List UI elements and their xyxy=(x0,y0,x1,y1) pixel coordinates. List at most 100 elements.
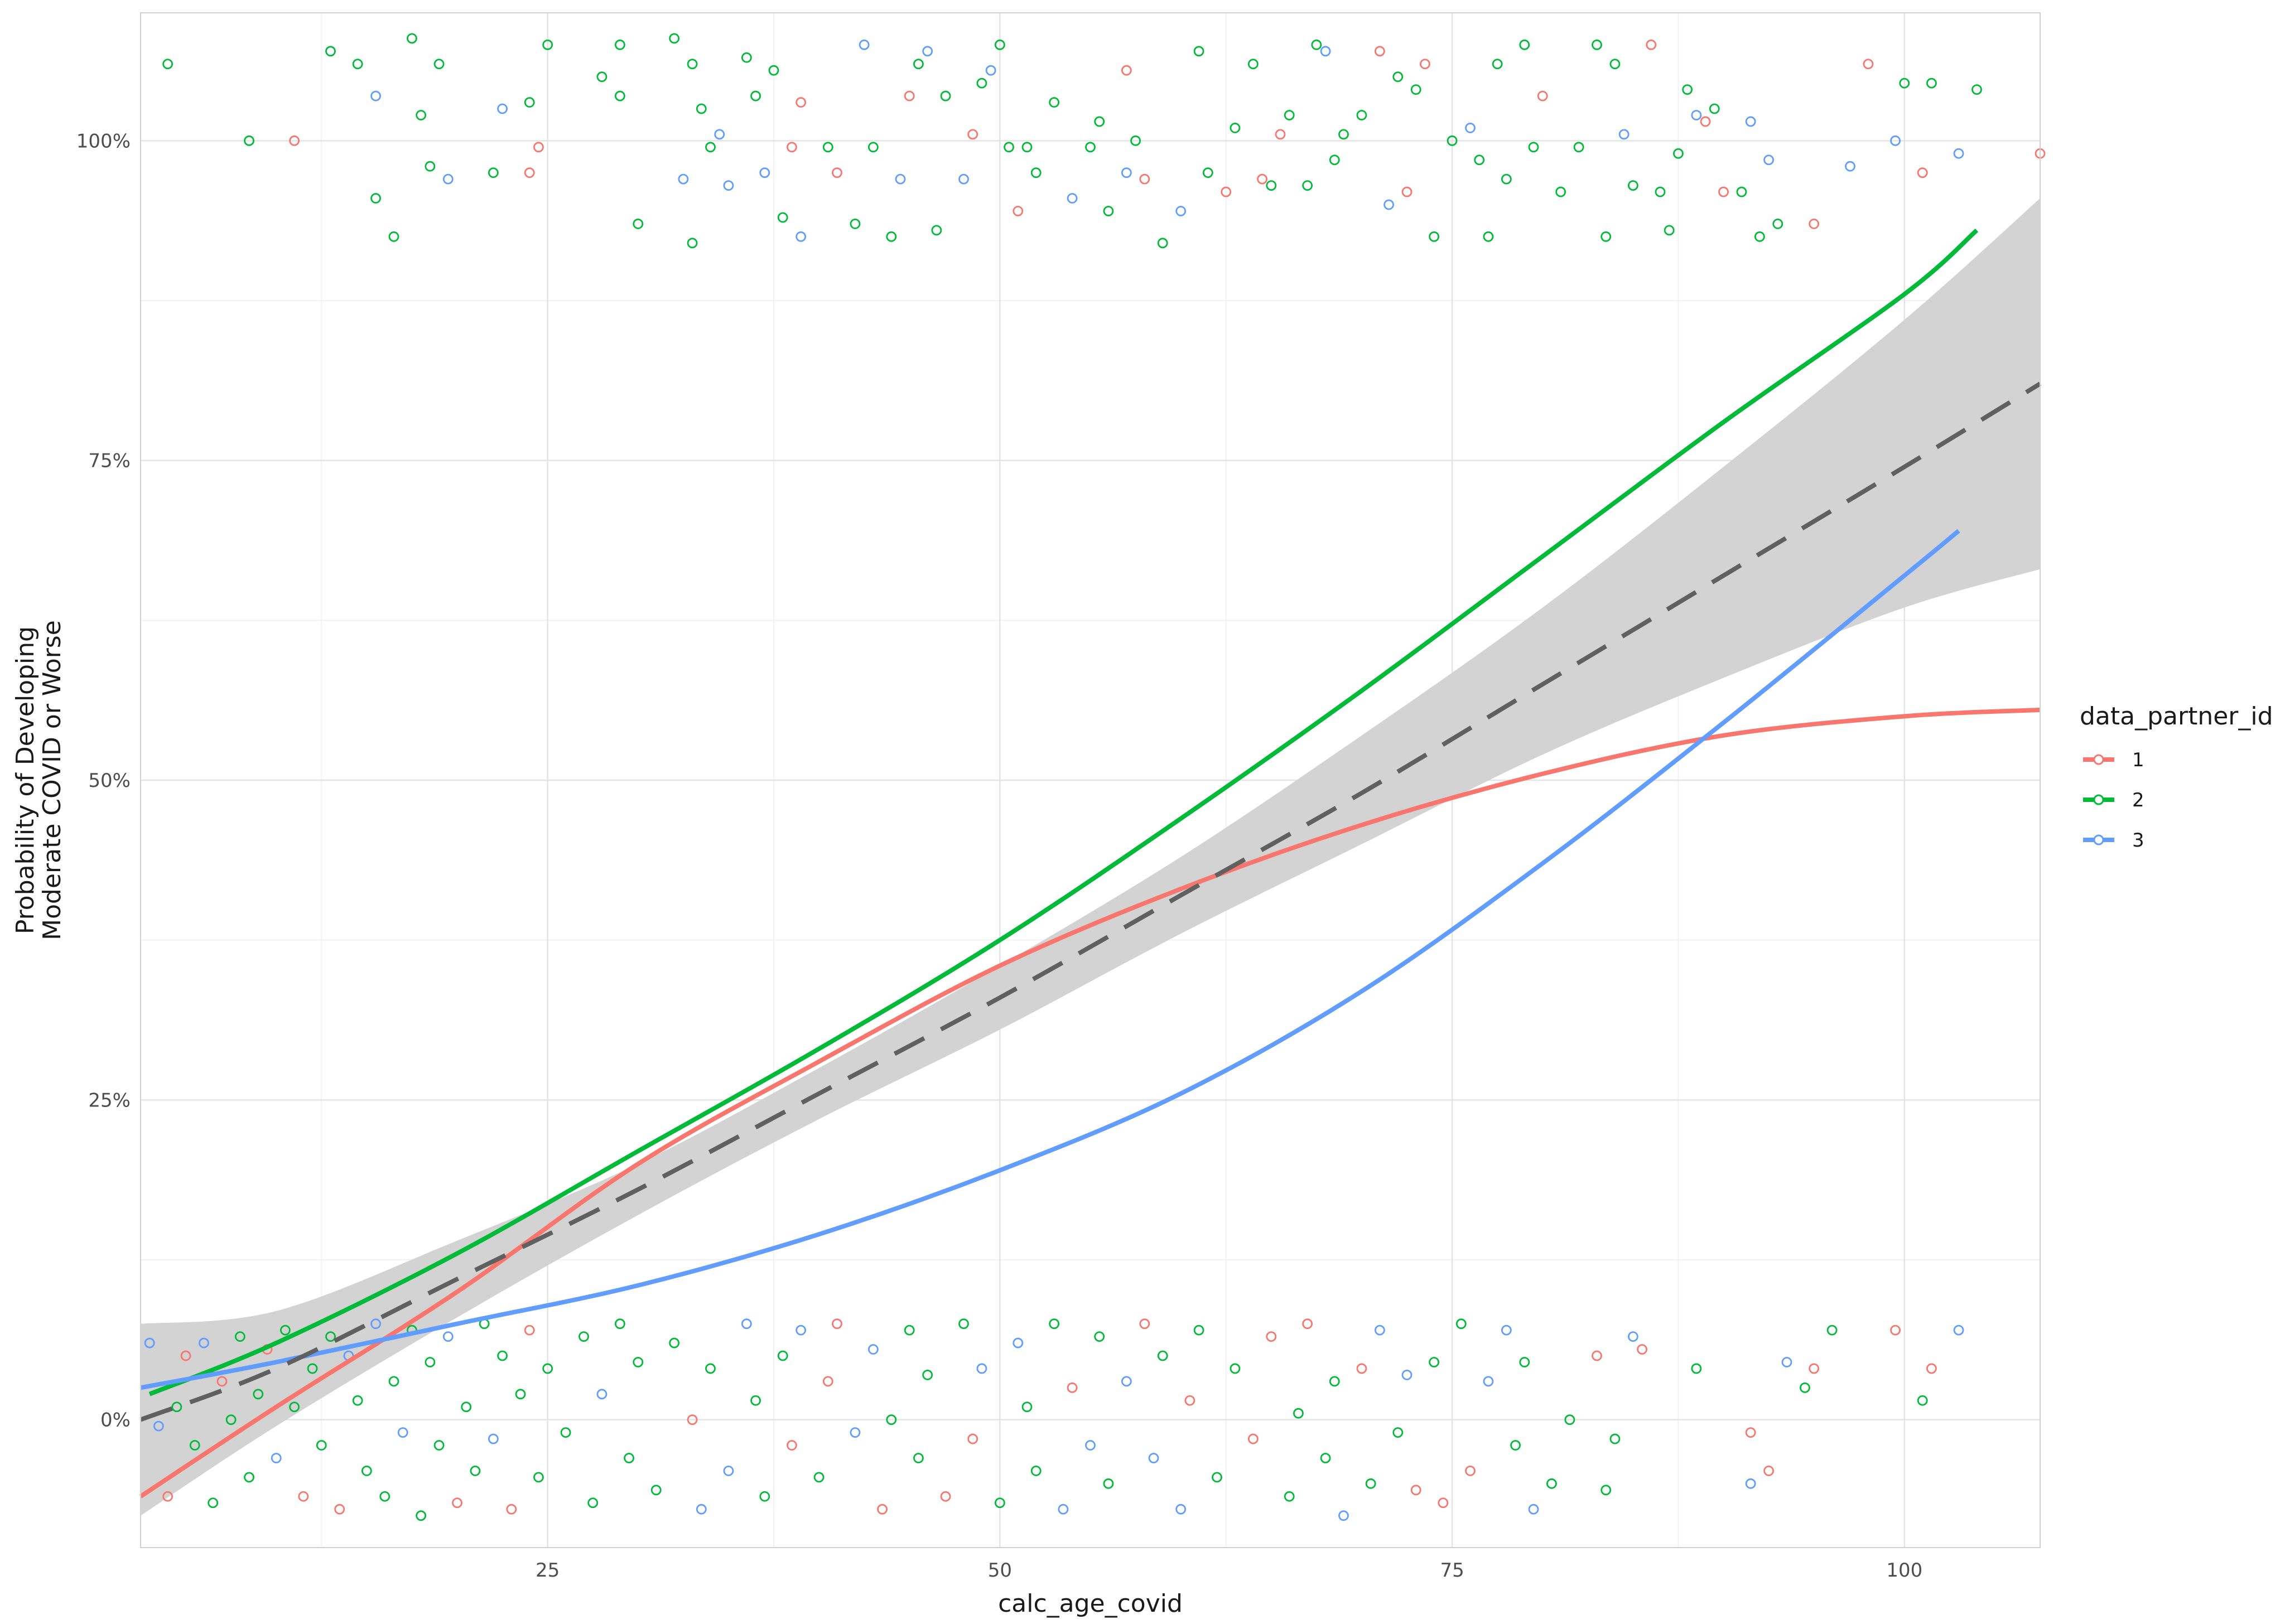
data-point-partner-2 xyxy=(1392,1427,1404,1438)
data-point-partner-3 xyxy=(796,1325,807,1336)
data-point-partner-2 xyxy=(579,1331,589,1342)
data-point-partner-3 xyxy=(1691,110,1702,120)
data-point-partner-2 xyxy=(1627,180,1638,191)
data-point-partner-1 xyxy=(1809,218,1820,229)
data-point-partner-2 xyxy=(1483,231,1494,242)
legend-key-point xyxy=(2093,794,2104,805)
data-point-partner-2 xyxy=(1311,39,1322,50)
data-point-partner-3 xyxy=(1175,1504,1187,1515)
data-point-partner-1 xyxy=(334,1504,345,1515)
legend-label: 2 xyxy=(2132,789,2144,811)
data-point-partner-2 xyxy=(542,39,553,50)
data-point-partner-3 xyxy=(370,90,381,102)
data-point-partner-3 xyxy=(1058,1504,1069,1515)
data-point-partner-3 xyxy=(497,103,508,114)
data-point-partner-2 xyxy=(1971,84,1982,95)
fit-line-partner-3 xyxy=(140,529,1960,1390)
data-point-partner-2 xyxy=(1429,231,1440,242)
data-point-partner-2 xyxy=(867,142,879,153)
data-point-partner-2 xyxy=(1546,1478,1557,1489)
legend: data_partner_id 1 2 3 xyxy=(2080,702,2273,852)
x-tick-label: 25 xyxy=(536,1559,560,1582)
data-point-partner-1 xyxy=(1646,39,1657,50)
data-point-partner-3 xyxy=(1121,167,1132,178)
data-point-partner-1 xyxy=(967,1433,978,1444)
data-point-partner-3 xyxy=(1085,1440,1096,1451)
data-point-partner-1 xyxy=(1121,65,1132,76)
data-point-partner-2 xyxy=(1021,142,1033,153)
data-point-partner-2 xyxy=(225,1414,237,1425)
data-point-partner-2 xyxy=(1021,1401,1033,1413)
legend-entry-1: 1 xyxy=(2083,749,2144,771)
data-point-partner-2 xyxy=(1926,78,1937,89)
data-point-partner-1 xyxy=(533,142,544,153)
x-axis-title: calc_age_covid xyxy=(998,1589,1183,1618)
data-point-partner-1 xyxy=(524,1325,535,1336)
data-point-partner-2 xyxy=(904,1325,915,1336)
data-point-partner-3 xyxy=(958,173,969,185)
data-point-partner-3 xyxy=(1953,148,1964,159)
data-point-partner-2 xyxy=(669,33,680,44)
data-point-partner-2 xyxy=(1917,1395,1928,1406)
data-point-partner-2 xyxy=(1103,206,1114,216)
data-point-partner-3 xyxy=(370,1318,381,1330)
data-point-partner-2 xyxy=(1601,231,1612,242)
data-point-partner-1 xyxy=(1257,173,1267,185)
data-point-partner-2 xyxy=(515,1389,526,1400)
data-point-partner-3 xyxy=(1745,1478,1756,1489)
data-point-partner-3 xyxy=(1067,193,1078,204)
data-point-partner-2 xyxy=(189,1440,200,1451)
plot-panel-border xyxy=(140,12,2041,1548)
legend-key-point xyxy=(2093,754,2104,765)
data-point-partner-2 xyxy=(361,1465,372,1476)
data-point-partner-2 xyxy=(741,52,752,63)
data-point-partner-2 xyxy=(1284,1491,1295,1502)
data-point-partner-2 xyxy=(253,1389,264,1400)
data-point-partner-1 xyxy=(452,1497,462,1509)
data-point-partner-2 xyxy=(1528,142,1539,153)
data-point-partner-2 xyxy=(1049,97,1060,108)
data-point-partner-2 xyxy=(388,1376,399,1387)
data-point-partner-1 xyxy=(1067,1382,1078,1393)
data-point-partner-2 xyxy=(886,1414,897,1425)
data-point-partner-2 xyxy=(1030,167,1042,178)
data-point-partner-3 xyxy=(1501,1325,1512,1336)
data-point-partner-2 xyxy=(1193,1325,1204,1336)
data-point-partner-2 xyxy=(750,1395,761,1406)
data-point-partner-3 xyxy=(397,1427,408,1438)
data-point-partner-2 xyxy=(162,59,173,70)
y-axis-title-line-1: Probability of Developing xyxy=(11,626,40,934)
data-point-partner-3 xyxy=(144,1337,155,1348)
data-point-partner-2 xyxy=(614,39,625,50)
data-point-partner-2 xyxy=(1573,142,1584,153)
data-point-partner-2 xyxy=(777,212,788,223)
data-point-partner-1 xyxy=(1184,1395,1195,1406)
data-point-partner-3 xyxy=(696,1504,707,1515)
data-point-partner-2 xyxy=(325,1331,336,1342)
data-point-partner-2 xyxy=(316,1440,327,1451)
data-point-partner-2 xyxy=(886,231,897,242)
data-point-partner-3 xyxy=(488,1433,499,1444)
data-point-partner-3 xyxy=(723,180,734,191)
data-point-partner-2 xyxy=(1519,39,1530,50)
data-point-partner-2 xyxy=(1202,167,1213,178)
data-point-partner-2 xyxy=(470,1465,481,1476)
data-point-partner-2 xyxy=(850,218,861,229)
legend-key-point xyxy=(2093,834,2104,845)
data-point-partner-2 xyxy=(425,161,436,172)
data-point-partner-3 xyxy=(596,1389,608,1400)
data-point-partner-2 xyxy=(1094,1331,1105,1342)
data-point-partner-2 xyxy=(1899,78,1910,89)
data-point-partner-1 xyxy=(832,167,842,178)
data-point-partner-2 xyxy=(1655,186,1666,197)
data-point-partner-2 xyxy=(614,1318,625,1330)
confidence-band xyxy=(141,198,2040,1516)
y-tick-label: 25% xyxy=(88,1089,131,1111)
data-point-partner-3 xyxy=(1465,122,1476,133)
data-point-partner-2 xyxy=(370,193,381,204)
x-axis-ticks: 25 50 75 100 xyxy=(536,1559,1922,1582)
data-point-partner-2 xyxy=(488,167,499,178)
data-point-partner-2 xyxy=(1103,1478,1114,1489)
data-point-partner-2 xyxy=(913,1453,924,1463)
data-point-partner-2 xyxy=(1736,186,1747,197)
